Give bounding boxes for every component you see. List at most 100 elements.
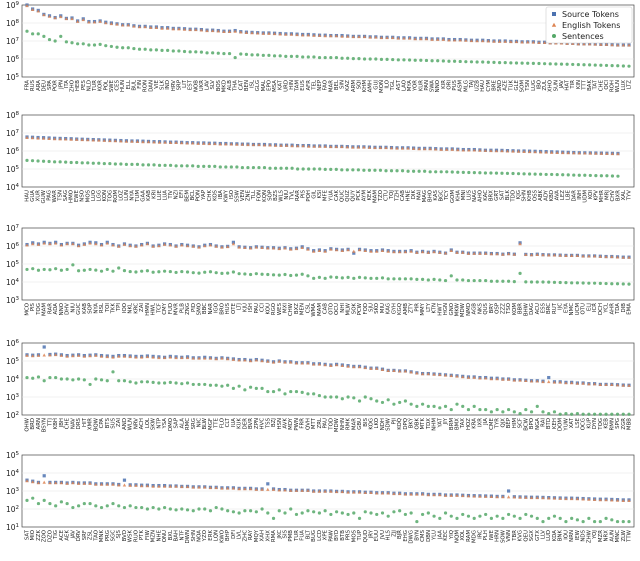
x-tick-label: LTY bbox=[426, 302, 432, 312]
data-point bbox=[42, 34, 46, 39]
x-tick-label: YLU bbox=[432, 530, 438, 541]
x-tick-label: JRY bbox=[369, 529, 375, 539]
data-point bbox=[163, 381, 167, 385]
data-point bbox=[627, 383, 631, 387]
data-point bbox=[82, 501, 86, 506]
x-tick-label: CTU bbox=[383, 190, 389, 201]
data-point bbox=[375, 491, 379, 495]
data-point bbox=[445, 147, 449, 151]
data-point bbox=[409, 249, 413, 253]
x-tick-label: MZR bbox=[598, 530, 604, 542]
data-point bbox=[340, 276, 344, 280]
x-tick-label: TOD bbox=[328, 418, 334, 431]
y-tick-label: 106 bbox=[6, 147, 20, 156]
data-point bbox=[210, 28, 215, 33]
data-point bbox=[30, 7, 35, 11]
x-tick-label: HIT bbox=[82, 417, 88, 427]
x-tick-label: SAG bbox=[63, 190, 69, 201]
data-point bbox=[369, 366, 373, 370]
data-point bbox=[301, 167, 305, 171]
data-point bbox=[254, 487, 259, 491]
x-tick-label: ICR bbox=[592, 303, 598, 312]
data-point bbox=[197, 485, 201, 489]
data-point bbox=[351, 145, 355, 149]
x-tick-label: DZO bbox=[47, 530, 53, 542]
data-point bbox=[25, 498, 29, 503]
x-tick-label: SUN bbox=[553, 80, 559, 91]
data-point bbox=[512, 410, 516, 414]
data-point bbox=[244, 30, 249, 34]
x-tick-label: MAR bbox=[328, 80, 334, 92]
x-tick-label: RAI bbox=[541, 418, 547, 427]
data-point bbox=[438, 493, 442, 497]
x-tick-label: KPV bbox=[593, 190, 599, 201]
data-point bbox=[283, 511, 287, 515]
data-point bbox=[151, 270, 155, 274]
x-tick-label: YAT bbox=[437, 417, 443, 428]
data-point bbox=[246, 165, 250, 170]
data-point bbox=[615, 383, 620, 387]
x-tick-label: NKL bbox=[128, 303, 134, 314]
x-tick-label: BXL bbox=[168, 530, 174, 540]
data-point bbox=[105, 504, 109, 508]
data-point bbox=[570, 516, 574, 521]
data-point bbox=[48, 375, 52, 380]
data-point bbox=[220, 356, 224, 360]
data-point bbox=[351, 168, 355, 172]
data-point bbox=[205, 28, 209, 33]
data-point bbox=[406, 169, 410, 173]
data-point bbox=[271, 273, 276, 277]
data-point bbox=[467, 148, 471, 152]
data-point bbox=[113, 162, 117, 166]
data-point bbox=[191, 485, 195, 489]
x-tick-label: RSL bbox=[99, 303, 105, 313]
data-point bbox=[426, 493, 431, 497]
x-tick-label: ZGR bbox=[621, 418, 627, 430]
data-point bbox=[524, 280, 528, 284]
data-point bbox=[251, 143, 256, 147]
data-point bbox=[111, 243, 115, 247]
y-tick-label: 105 bbox=[6, 451, 20, 460]
data-point bbox=[587, 281, 591, 285]
data-point bbox=[168, 484, 173, 488]
x-tick-label: BRY bbox=[489, 302, 495, 313]
data-point bbox=[117, 483, 121, 487]
x-tick-label: ZZK bbox=[36, 530, 42, 541]
data-point bbox=[424, 58, 429, 63]
data-point bbox=[489, 516, 493, 521]
x-tick-label: KGQ bbox=[397, 303, 403, 315]
data-point bbox=[575, 253, 580, 257]
data-point bbox=[415, 519, 419, 524]
data-point bbox=[58, 137, 62, 141]
x-tick-label: DYN bbox=[592, 418, 598, 429]
x-tick-label: OHW bbox=[25, 417, 31, 431]
data-point bbox=[335, 395, 339, 399]
x-tick-label: WMA bbox=[311, 303, 317, 317]
x-tick-label: KWY bbox=[223, 189, 229, 202]
x-tick-label: EMA bbox=[627, 303, 633, 315]
x-tick-label: ELJ bbox=[586, 303, 592, 311]
data-point bbox=[256, 53, 260, 57]
data-point bbox=[235, 165, 239, 169]
x-tick-label: MIO bbox=[30, 530, 36, 540]
data-point bbox=[397, 491, 402, 496]
data-point bbox=[284, 32, 288, 36]
data-point bbox=[185, 164, 189, 168]
data-point bbox=[407, 58, 412, 62]
data-point bbox=[197, 245, 201, 249]
x-tick-label: BTS bbox=[105, 417, 111, 428]
data-point bbox=[277, 246, 281, 251]
data-point bbox=[412, 169, 416, 173]
data-point bbox=[561, 173, 565, 177]
x-tick-label: ZAI bbox=[116, 418, 122, 427]
data-point bbox=[363, 490, 367, 495]
data-point bbox=[495, 252, 499, 256]
data-point bbox=[346, 248, 350, 252]
data-point bbox=[571, 41, 575, 45]
data-point bbox=[486, 39, 491, 43]
data-point bbox=[202, 141, 206, 145]
data-point bbox=[503, 39, 507, 43]
x-tick-label: OBK bbox=[414, 418, 420, 430]
data-point bbox=[547, 496, 551, 500]
